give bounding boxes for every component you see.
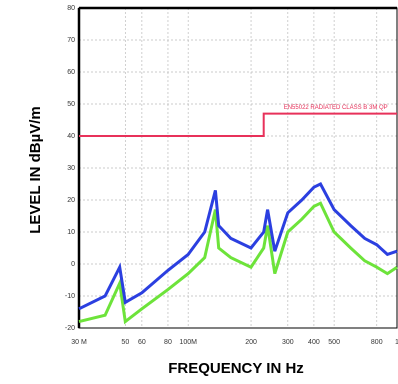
x-tick-label: 200	[245, 339, 257, 346]
y-tick-label: 10	[67, 229, 75, 236]
x-tick-label: 500	[328, 339, 340, 346]
y-tick-label: 40	[67, 133, 75, 140]
x-tick-label: 1	[395, 339, 398, 346]
y-tick-label: 70	[67, 37, 75, 44]
y-tick-label: 30	[67, 165, 75, 172]
x-tick-label: 100M	[179, 339, 197, 346]
y-tick-label: 0	[71, 261, 75, 268]
y-axis-title: LEVEL IN dBµV/m	[27, 106, 44, 234]
x-tick-label: 800	[371, 339, 383, 346]
y-tick-label: 60	[67, 69, 75, 76]
series-line	[78, 182, 398, 311]
series-line	[78, 201, 398, 325]
y-tick-label: 20	[67, 197, 75, 204]
x-tick-label: 30 M	[71, 339, 87, 346]
y-tick-label: 80	[67, 5, 75, 12]
plot-frame	[78, 7, 398, 329]
series-line	[79, 112, 397, 137]
x-tick-label: 60	[138, 339, 146, 346]
x-axis-title: FREQUENCY IN Hz	[168, 360, 304, 377]
x-tick-label: 300	[282, 339, 294, 346]
x-tick-label: 400	[308, 339, 320, 346]
y-tick-label: -20	[65, 325, 75, 332]
x-tick-label: 50	[121, 339, 129, 346]
x-tick-label: 80	[164, 339, 172, 346]
y-tick-label: 50	[67, 101, 75, 108]
limit-annotation: EN55022 RADIATED CLASS B 3M QP	[284, 105, 388, 111]
y-tick-label: -10	[65, 293, 75, 300]
